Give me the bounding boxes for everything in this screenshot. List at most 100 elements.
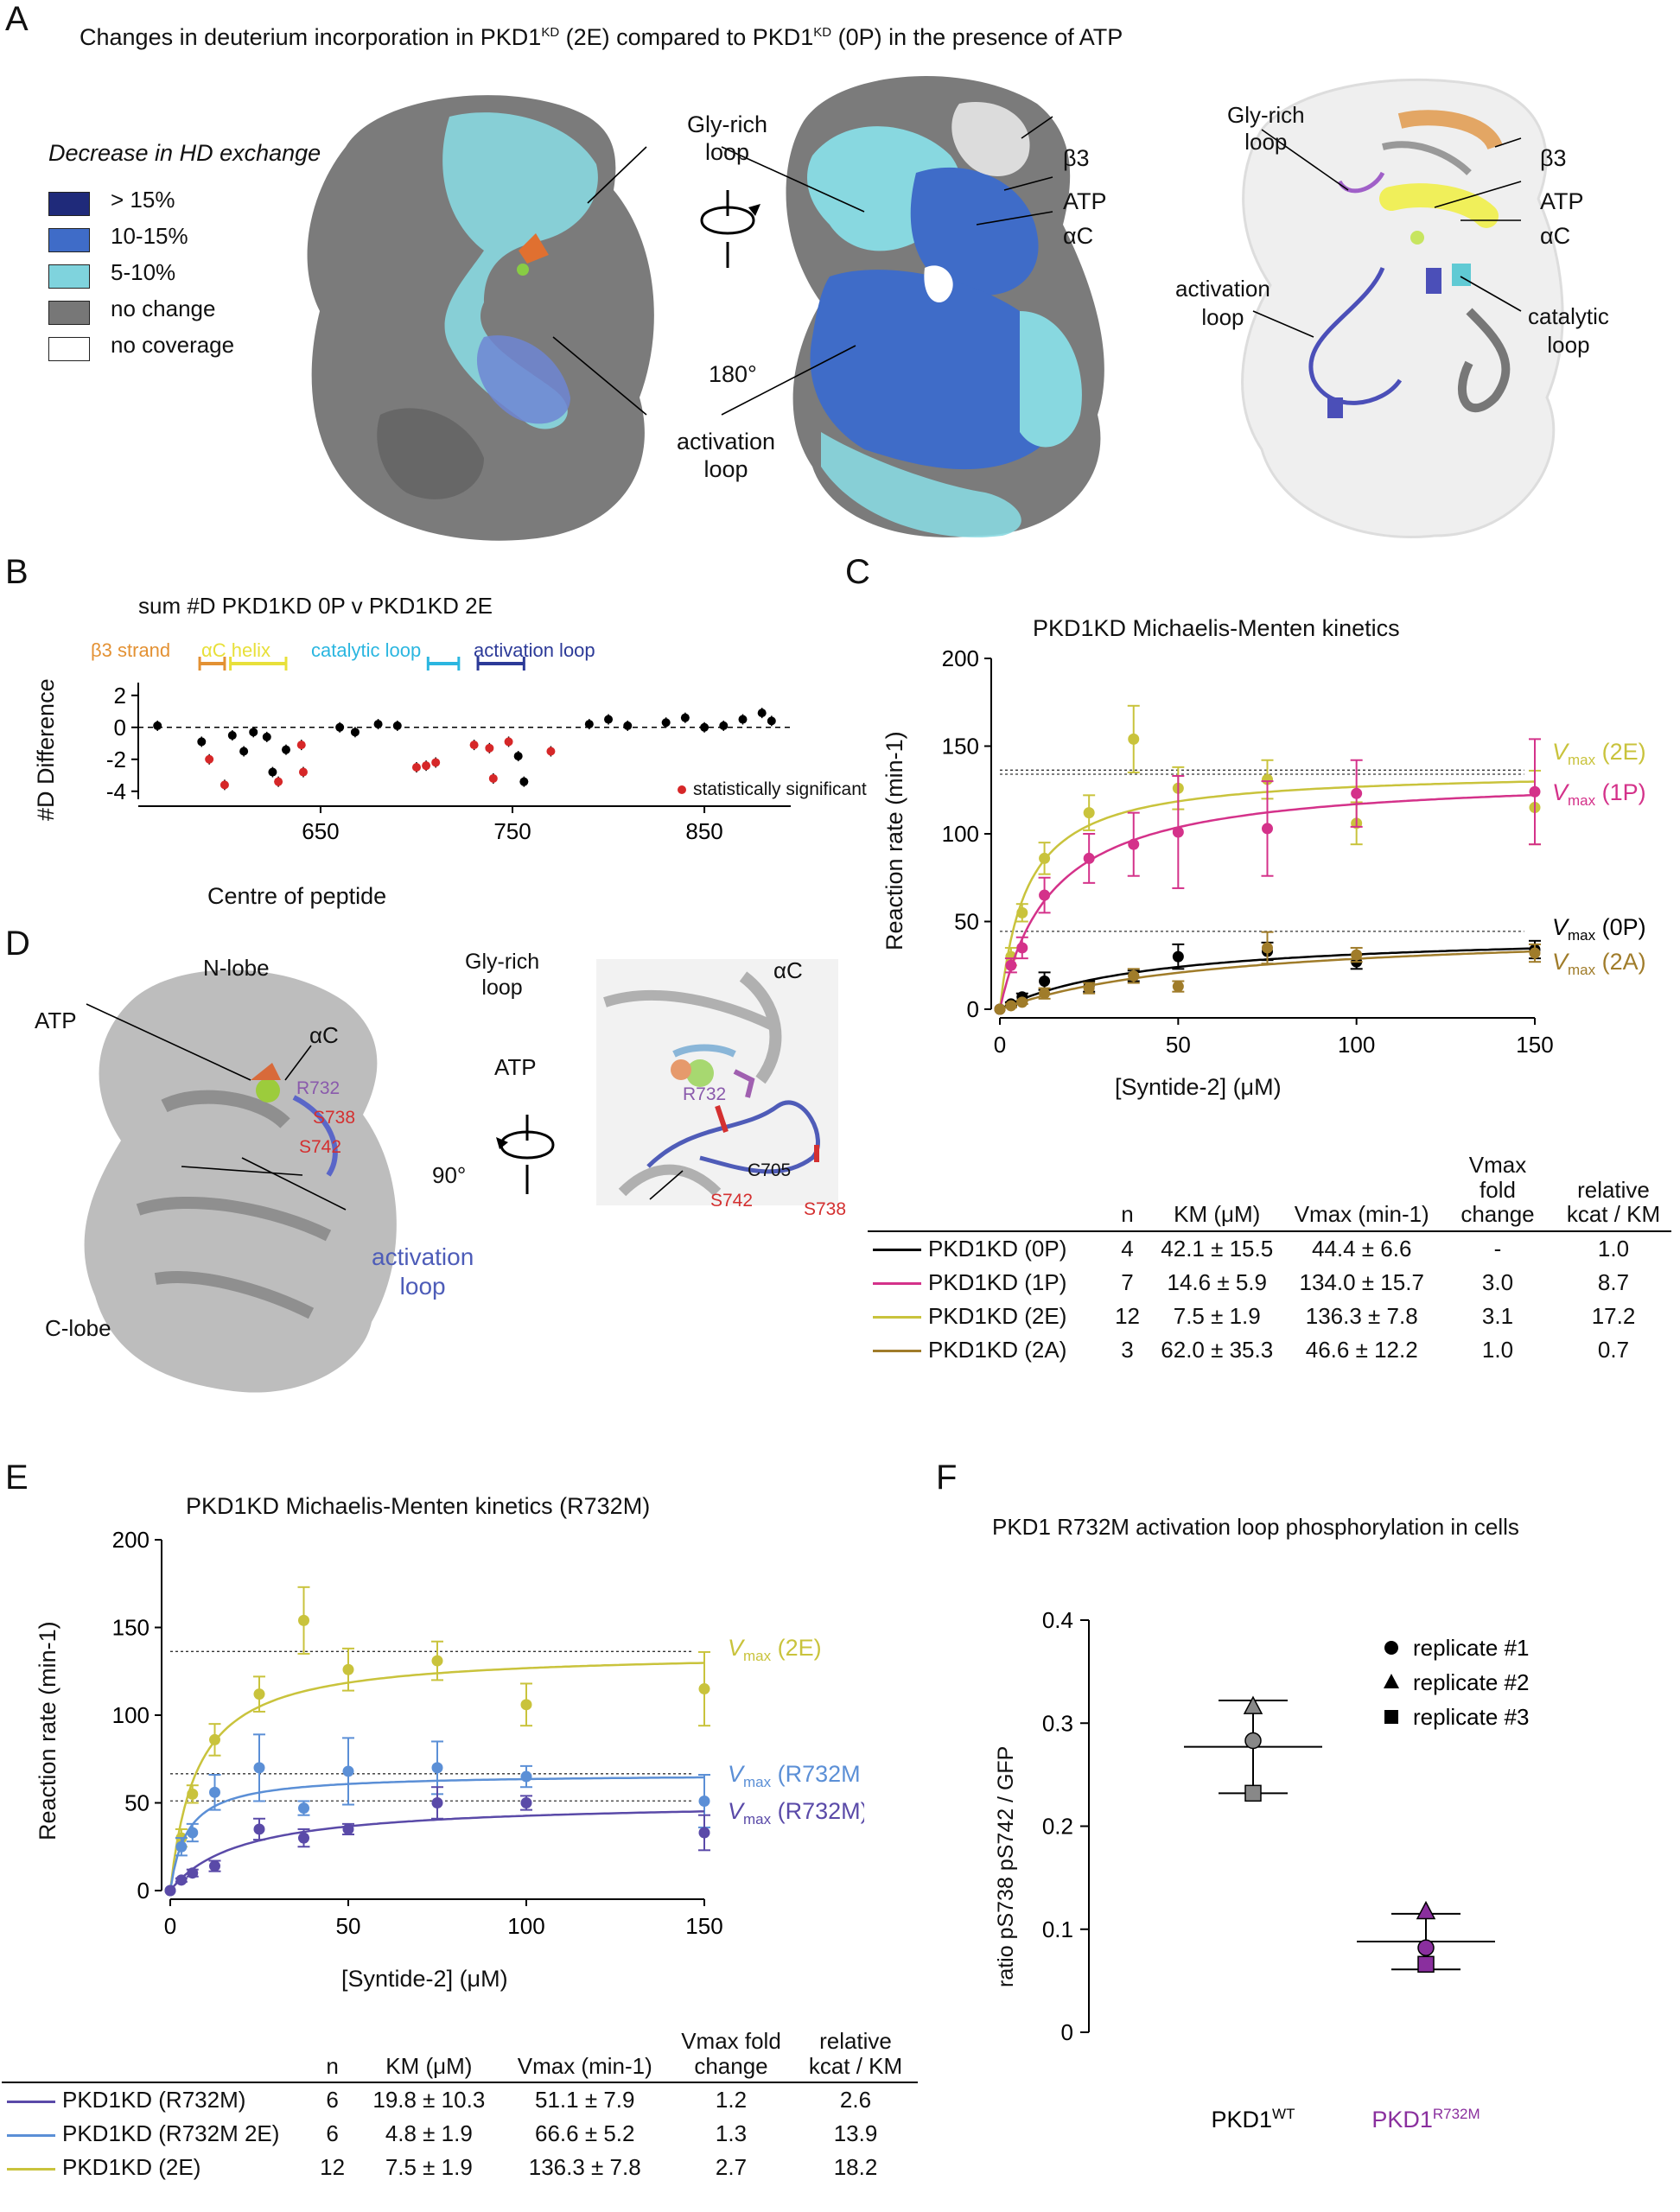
legend-swatch-10-15 — [48, 227, 90, 252]
mm-point — [698, 1795, 710, 1807]
label-d-gly-rich-loop: Gly-rich loop — [465, 950, 540, 1000]
b-point — [519, 777, 529, 786]
mm-point — [342, 1663, 354, 1675]
c-table-row: PKD1KD (0P) 4 42.1 ± 15.5 44.4 ± 6.6 - 1.0 — [868, 1231, 1671, 1266]
e-table-cell: 19.8 ± 10.3 — [372, 2087, 486, 2113]
mm-x-tick-label: 0 — [994, 1032, 1006, 1058]
f-y-tick-label: 0.1 — [1042, 1916, 1073, 1942]
c-table-row: PKD1KD (2A) 3 62.0 ± 35.3 46.6 ± 12.2 1.0 0.7 — [868, 1333, 1671, 1367]
mm-point — [431, 1797, 443, 1808]
c-table-cell: 134.0 ± 15.7 — [1299, 1268, 1424, 1295]
f-y-tick-label: 0.3 — [1042, 1710, 1073, 1736]
b-point — [469, 741, 479, 750]
mm-y-tick-label: 100 — [942, 821, 979, 847]
b-point — [335, 722, 345, 732]
mm-point — [1262, 823, 1273, 835]
mm-point — [1039, 852, 1051, 864]
mm-point — [298, 1802, 309, 1815]
legend-triangle-icon — [1384, 1674, 1399, 1688]
mm-y-tick-label: 100 — [112, 1702, 150, 1728]
col-n: n — [1121, 1201, 1134, 1228]
label-d-c-lobe: C-lobe — [45, 1315, 111, 1341]
label-a-alphac: αC — [1063, 223, 1094, 249]
panel-c-xlabel: [Syntide-2] (μM) — [1115, 1074, 1282, 1100]
c-table-cell: 7 — [1121, 1268, 1134, 1295]
c-table-row-name: PKD1KD (2A) — [928, 1336, 1067, 1363]
label-a-gly-rich-loop-2: Gly-rich loop — [1227, 102, 1305, 156]
legend-swatch-no-coverage — [48, 336, 90, 361]
e-table-row-name: PKD1KD (R732M) — [62, 2087, 246, 2113]
mm-point — [520, 1699, 532, 1711]
col-vmax: Vmax (min-1) — [1294, 1201, 1429, 1228]
mm-series-label: Vmax (2E) — [728, 1635, 822, 1664]
label-d-r732-2: R732 — [683, 1084, 727, 1104]
f-category-label: PKD1WT — [1212, 2106, 1295, 2133]
mm-point — [1529, 947, 1541, 959]
mm-y-tick-label: 200 — [112, 1527, 150, 1553]
e-table-row-label: PKD1KD (R732M) — [2, 2082, 308, 2117]
mm-point — [1128, 733, 1140, 745]
b-point — [604, 715, 614, 724]
mm-point — [1128, 838, 1140, 850]
e-table-row-name: PKD1KD (R732M 2E) — [62, 2120, 280, 2147]
mm-point — [209, 1786, 220, 1798]
col-fold-e: Vmax fold change — [681, 2028, 781, 2079]
panel-b-xlabel: Centre of peptide — [207, 883, 387, 909]
panel-a-leader-lines — [552, 116, 1522, 416]
mm-point — [1016, 996, 1028, 1008]
mm-point — [1529, 785, 1541, 798]
panel-c-title: PKD1KD Michaelis-Menten kinetics — [1033, 615, 1400, 641]
e-table-cell: 51.1 ± 7.9 — [535, 2087, 635, 2113]
e-table-cell: 7.5 ± 1.9 — [385, 2154, 473, 2181]
b-x-tick-label: 650 — [302, 818, 339, 844]
label-d-activation-loop: activation loop — [372, 1243, 474, 1300]
b-point — [485, 743, 494, 753]
b-point — [268, 767, 277, 777]
mm-y-tick-label: 200 — [942, 645, 979, 671]
legend-swatch-no-change — [48, 300, 90, 325]
panel-c-table: n KM (μM) Vmax (min-1) Vmax fold change … — [868, 1149, 1671, 1367]
b-point — [431, 758, 441, 767]
mm-point — [187, 1788, 199, 1800]
significant-label: statistically significant — [693, 779, 867, 799]
b-point — [411, 763, 421, 772]
label-a-activation-loop: activation loop — [677, 429, 776, 483]
col-vmax-e: Vmax (min-1) — [517, 2052, 652, 2079]
e-table-cell: 4.8 ± 1.9 — [385, 2120, 473, 2147]
panel-c-chart: 0 50 100 150 200 0 50 100 150 Vmax (2E) Vmax (1P) V… — [942, 645, 1646, 1058]
mm-series-label: Vmax (2E) — [1552, 739, 1646, 768]
mm-y-tick-label: 150 — [942, 734, 979, 760]
e-table-cell: 6 — [326, 2087, 339, 2113]
b-y-tick-label: 0 — [114, 715, 126, 741]
mm-point — [698, 1683, 710, 1695]
protein-surface-front — [307, 95, 654, 541]
mm-y-tick-label: 0 — [967, 996, 979, 1022]
c-table-cell: 14.6 ± 5.9 — [1167, 1268, 1267, 1295]
hdx-legend: > 15% 10-15% 5-10% no change no coverage — [48, 187, 234, 368]
mm-point — [342, 1823, 354, 1835]
c-table-cell: 1.0 — [1481, 1336, 1514, 1363]
f-y-tick-label: 0 — [1061, 2019, 1073, 2045]
b-point — [392, 721, 402, 730]
b-point — [281, 745, 290, 754]
mm-x-tick-label: 50 — [336, 1913, 361, 1939]
f-category-label: PKD1R732M — [1371, 2106, 1480, 2133]
region-label-alphac: αC helix — [201, 639, 270, 661]
b-point — [262, 732, 271, 741]
f-y-tick-label: 0.2 — [1042, 1814, 1073, 1840]
mm-y-tick-label: 50 — [954, 909, 979, 935]
mm-point — [1016, 906, 1028, 918]
c-table-row-label: PKD1KD (0P) — [868, 1231, 1104, 1266]
col-n-e: n — [326, 2052, 339, 2079]
mm-point — [187, 1827, 199, 1839]
b-point — [757, 709, 767, 718]
b-point — [227, 731, 237, 741]
panel-c-ylabel: Reaction rate (min-1) — [881, 731, 907, 950]
b-point — [680, 713, 690, 722]
b-point — [373, 720, 383, 729]
e-table-cell: 6 — [326, 2120, 339, 2147]
b-point — [422, 761, 431, 771]
panel-letter-e: E — [5, 1459, 29, 1497]
b-point — [350, 728, 360, 737]
b-point — [504, 737, 513, 747]
